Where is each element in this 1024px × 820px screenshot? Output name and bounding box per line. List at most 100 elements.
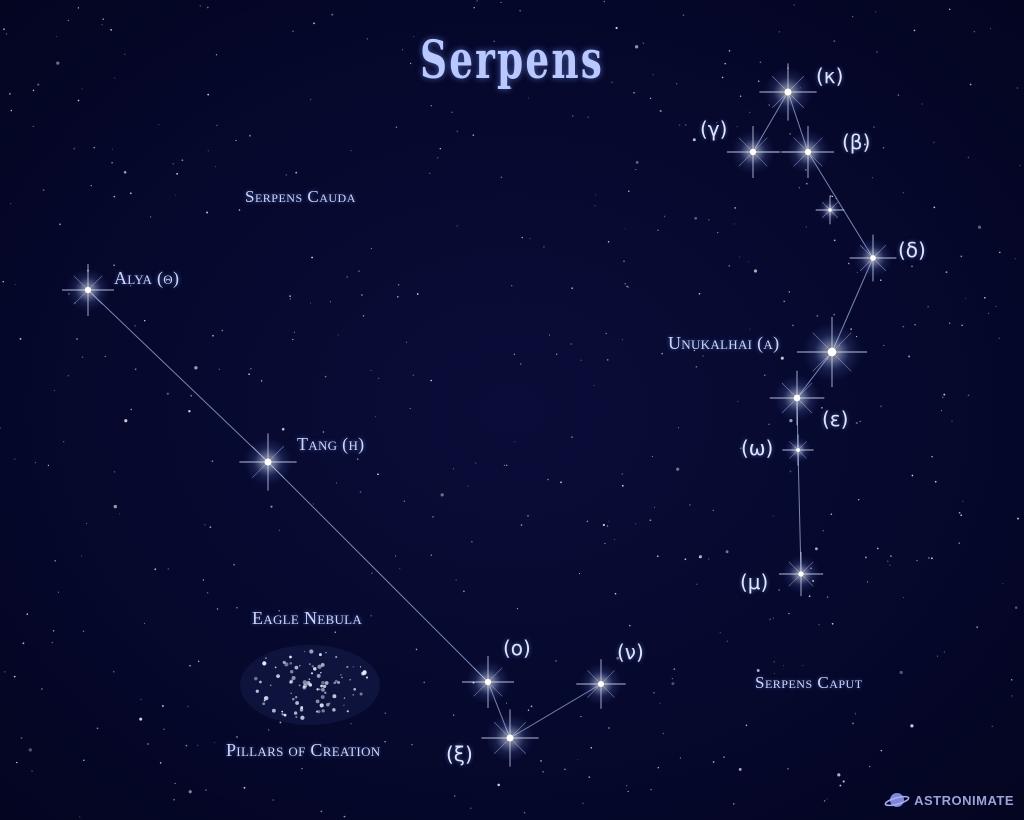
- field-star: [855, 422, 858, 425]
- nebula-star: [274, 666, 277, 669]
- field-star: [406, 341, 407, 343]
- field-star: [780, 356, 784, 360]
- star-beta: [782, 126, 834, 178]
- field-star: [451, 111, 453, 113]
- field-star: [395, 126, 398, 128]
- field-star: [773, 661, 775, 663]
- field-star: [656, 555, 659, 558]
- field-star: [634, 45, 639, 49]
- field-star: [176, 173, 179, 175]
- line-alya-tang: [87, 289, 269, 463]
- region-label-cauda: Serpens Cauda: [245, 187, 356, 206]
- nebula-star: [340, 674, 342, 676]
- field-star: [571, 287, 574, 290]
- nebula-star: [309, 663, 311, 665]
- field-star: [995, 305, 997, 308]
- field-star: [871, 177, 873, 179]
- field-star: [948, 8, 951, 11]
- field-star: [384, 712, 387, 715]
- field-star: [519, 10, 521, 12]
- field-star: [652, 691, 655, 694]
- field-star: [739, 256, 741, 258]
- field-star: [303, 622, 305, 624]
- nebula-star: [320, 695, 325, 699]
- field-star: [530, 705, 533, 708]
- field-star: [858, 499, 860, 501]
- field-star: [607, 241, 610, 243]
- field-star: [826, 798, 828, 800]
- field-star: [842, 780, 845, 783]
- field-star: [868, 765, 871, 768]
- field-star: [943, 393, 946, 396]
- field-star: [110, 29, 112, 31]
- field-star: [67, 374, 70, 377]
- star-label-kappa: (κ): [816, 64, 844, 88]
- field-star: [788, 612, 790, 615]
- field-star: [605, 332, 607, 335]
- field-star: [602, 523, 605, 527]
- field-star: [671, 682, 675, 686]
- field-star: [933, 141, 935, 144]
- nebula-star: [322, 684, 327, 689]
- nebula-star: [293, 711, 298, 715]
- field-star: [733, 223, 736, 225]
- field-star: [910, 724, 914, 728]
- field-star: [678, 124, 681, 126]
- field-star: [578, 573, 581, 575]
- field-star: [621, 339, 623, 341]
- field-star: [899, 670, 903, 675]
- field-star: [359, 491, 362, 493]
- nebula-star: [324, 681, 329, 685]
- field-star: [942, 396, 944, 398]
- field-star: [0, 427, 1, 429]
- field-star: [370, 614, 373, 617]
- field-star: [911, 265, 913, 268]
- field-star: [216, 124, 218, 127]
- nebula-star: [362, 670, 367, 674]
- field-star: [543, 246, 545, 248]
- field-star: [337, 334, 339, 336]
- field-star: [654, 506, 655, 508]
- field-star: [624, 282, 627, 285]
- field-star: [207, 150, 209, 152]
- nebula-star: [318, 653, 322, 657]
- field-star: [855, 713, 857, 715]
- field-star: [430, 379, 433, 382]
- nebula-star: [295, 701, 299, 705]
- field-star: [111, 161, 113, 164]
- field-star: [455, 579, 457, 581]
- star-omicron: [462, 656, 514, 708]
- field-star: [197, 660, 200, 663]
- star-label-xi: (ξ): [446, 742, 473, 766]
- nebula-star: [317, 710, 321, 714]
- nebula-star: [346, 710, 349, 713]
- field-star: [311, 256, 313, 259]
- nebula-star: [294, 665, 299, 670]
- field-star: [366, 38, 368, 40]
- field-star: [772, 617, 775, 619]
- field-star: [902, 597, 904, 599]
- field-star: [274, 200, 276, 203]
- field-star: [880, 279, 882, 281]
- field-star: [679, 757, 682, 759]
- field-star: [728, 265, 730, 267]
- field-star: [682, 14, 685, 17]
- field-star: [211, 460, 214, 463]
- field-star: [384, 740, 386, 743]
- field-star: [83, 759, 85, 762]
- field-star: [969, 83, 972, 86]
- field-star: [958, 511, 961, 514]
- star-label-gamma: (γ): [700, 117, 728, 141]
- field-star: [205, 789, 207, 791]
- field-star: [977, 225, 982, 229]
- field-star: [572, 115, 574, 117]
- field-star: [675, 82, 678, 85]
- field-star: [724, 62, 726, 65]
- field-star: [260, 380, 263, 382]
- field-star: [249, 200, 252, 202]
- field-star: [831, 622, 834, 625]
- field-star: [422, 74, 424, 76]
- field-star: [463, 590, 465, 593]
- field-star: [614, 539, 616, 541]
- field-star: [652, 74, 654, 76]
